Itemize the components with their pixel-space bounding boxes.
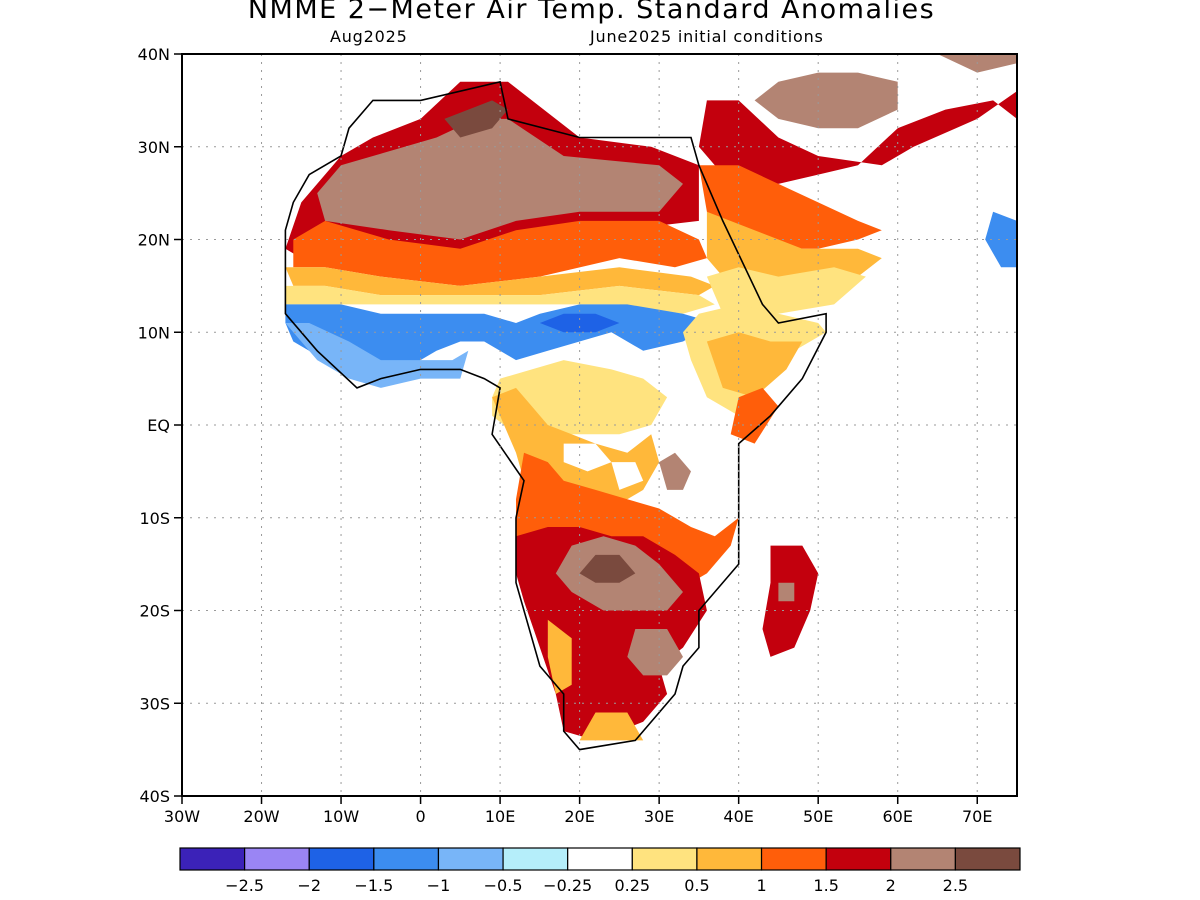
colorbar-label: 2.5 (943, 876, 968, 895)
lat-tick-label: EQ (147, 416, 170, 435)
anomaly-region (754, 72, 898, 129)
color-legend: −2.5 −2 −1.5 −1 −0.5 −0.25 0.25 0.5 1 1.5 2 2.5 (179, 847, 1021, 895)
coastline (284, 80, 827, 751)
anomaly-region (285, 267, 715, 296)
color-swatch (373, 847, 440, 871)
anomaly-region (539, 313, 620, 333)
lon-tick-label: 0 (415, 807, 425, 826)
colorbar-label: −1.5 (354, 876, 393, 895)
anomaly-region (985, 211, 1017, 268)
anomaly-region (285, 285, 715, 314)
anomaly-region (579, 554, 636, 583)
color-swatch (308, 847, 375, 871)
anomaly-region (659, 452, 691, 490)
anomaly-region (762, 545, 819, 657)
lon-tick-label: 20W (243, 807, 279, 826)
anomaly-region (547, 619, 572, 694)
anomaly-region (706, 332, 803, 398)
lat-tick-label: 40N (138, 45, 170, 64)
anomaly-region (778, 582, 795, 602)
color-swatch (825, 847, 892, 871)
anomaly-region (698, 54, 1017, 184)
lon-tick-label: 10E (485, 807, 515, 826)
anomaly-region (706, 211, 882, 286)
color-swatch (631, 847, 698, 871)
lon-tick-label: 40E (723, 807, 753, 826)
anomaly-region (285, 323, 469, 388)
color-swatch (437, 847, 504, 871)
lat-tick-label: 40S (139, 787, 170, 806)
color-swatch (954, 847, 1021, 871)
colorbar-label: 0.5 (684, 876, 709, 895)
lon-tick-label: 30W (164, 807, 200, 826)
colorbar-label: 0.25 (614, 876, 650, 895)
anomaly-region (611, 462, 644, 490)
colorbar-label: −0.25 (543, 876, 592, 895)
lon-tick-label: 30E (644, 807, 674, 826)
anomaly-region (579, 712, 644, 741)
color-swatch (696, 847, 763, 871)
lat-tick-label: 20S (139, 602, 170, 621)
lat-tick-label: 10N (138, 323, 170, 342)
anomaly-region (706, 267, 866, 314)
colorbar-label: −2 (297, 876, 321, 895)
anomaly-region (627, 629, 683, 676)
colorbar-label: −1 (427, 876, 451, 895)
color-swatch (567, 847, 633, 871)
init-conditions-label: June2025 initial conditions (590, 27, 824, 46)
anomaly-region (730, 387, 779, 444)
color-swatch (179, 847, 246, 871)
colorbar-label: −2.5 (225, 876, 264, 895)
colorbar-label: 1.5 (813, 876, 838, 895)
anomaly-field (285, 54, 1017, 741)
lat-tick-label: 30S (139, 694, 170, 713)
lon-tick-label: 60E (882, 807, 912, 826)
lon-tick-label: 50E (803, 807, 833, 826)
colorbar-label: 1 (756, 876, 766, 895)
anomaly-region (293, 220, 707, 286)
color-swatch (890, 847, 956, 871)
colorbar-label: −0.5 (484, 876, 523, 895)
lat-tick-label: 10S (139, 509, 170, 528)
chart-title: NMME 2−Meter Air Temp. Standard Anomalie… (247, 0, 936, 25)
color-swatch (502, 847, 569, 871)
gridlines (182, 54, 1017, 796)
lon-tick-label: 20E (564, 807, 594, 826)
lon-tick-label: 10W (323, 807, 359, 826)
anomaly-region (317, 118, 683, 240)
lat-tick-label: 20N (138, 231, 170, 250)
color-swatch (760, 847, 827, 871)
anomaly-region (563, 443, 612, 472)
colorbar-label: 2 (886, 876, 896, 895)
lat-tick-label: 30N (138, 138, 170, 157)
valid-month-label: Aug2025 (330, 27, 408, 46)
color-swatch (244, 847, 310, 871)
anomaly-region (444, 100, 508, 138)
lon-tick-label: 70E (962, 807, 992, 826)
africa-coastline (284, 80, 827, 751)
